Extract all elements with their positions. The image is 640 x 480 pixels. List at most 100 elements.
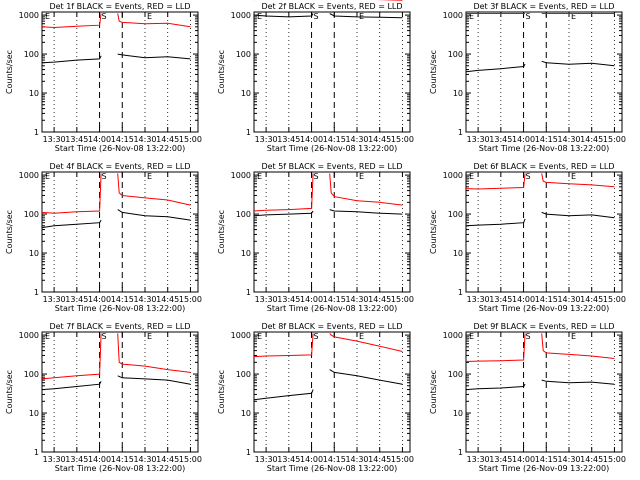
y-tick-label: 1 bbox=[34, 288, 39, 297]
chart-panel-1: Det 1f BLACK = Events, RED = LLD 1 10 100 10… bbox=[5, 2, 202, 153]
x-tick-label: 14:45 bbox=[368, 135, 391, 144]
chart-panel-7: Det 7f BLACK = Events, RED = LLD 1 10 100 10… bbox=[5, 322, 202, 473]
x-tick-label: 14:45 bbox=[580, 295, 603, 304]
y-tick-label: 10 bbox=[241, 409, 251, 418]
series-lld-line bbox=[329, 173, 403, 206]
corner-marker-e: E bbox=[257, 172, 262, 181]
y-tick-label: 10 bbox=[453, 89, 463, 98]
x-tick-label: 13:30 bbox=[43, 135, 66, 144]
y-tick-label: 10 bbox=[29, 409, 39, 418]
y-axis-label: Counts/sec bbox=[429, 210, 438, 254]
y-tick-label: 1000 bbox=[231, 171, 251, 180]
x-tick-label: 13:45 bbox=[489, 295, 512, 304]
series-events-line bbox=[41, 55, 102, 64]
y-axis-label: Counts/sec bbox=[217, 50, 226, 94]
x-tick-label: 14:45 bbox=[156, 295, 179, 304]
x-tick-label: 13:45 bbox=[65, 455, 88, 464]
x-tick-label: 14:45 bbox=[368, 295, 391, 304]
chart-panel-2: Det 2f BLACK = Events, RED = LLD 1 10 100 10… bbox=[217, 0, 414, 153]
chart-title: Det 3f BLACK = Events, RED = LLD bbox=[473, 2, 614, 11]
x-tick-label: 15:00 bbox=[179, 455, 202, 464]
y-tick-label: 1 bbox=[34, 128, 39, 137]
plot-frame bbox=[41, 11, 199, 133]
x-tick-label: 14:15 bbox=[323, 295, 346, 304]
x-axis-label: Start Time (26-Nov-08 13:22:00) bbox=[55, 144, 185, 153]
series-events-line bbox=[329, 209, 403, 215]
y-tick-label: 100 bbox=[236, 50, 251, 59]
chart-title: Det 2f BLACK = Events, RED = LLD bbox=[261, 2, 402, 11]
series-events-line bbox=[41, 381, 102, 391]
plot-frame bbox=[465, 171, 623, 293]
x-tick-label: 15:00 bbox=[603, 135, 626, 144]
x-tick-label: 14:30 bbox=[133, 295, 156, 304]
x-tick-label: 14:30 bbox=[345, 135, 368, 144]
y-axis-label: Counts/sec bbox=[217, 210, 226, 254]
series-events-line bbox=[329, 13, 403, 19]
x-tick-label: 14:15 bbox=[111, 135, 134, 144]
series-events-line bbox=[465, 63, 526, 73]
x-axis-label: Start Time (26-Nov-08 13:22:00) bbox=[55, 304, 185, 313]
x-tick-label: 14:30 bbox=[557, 135, 580, 144]
y-tick-label: 1000 bbox=[19, 331, 39, 340]
corner-marker-e: E bbox=[469, 172, 474, 181]
marker-e: E bbox=[571, 12, 576, 21]
series-lld-line bbox=[465, 333, 526, 362]
x-tick-label: 14:30 bbox=[345, 455, 368, 464]
x-tick-label: 14:00 bbox=[512, 295, 535, 304]
y-tick-label: 100 bbox=[448, 370, 463, 379]
x-tick-label: 15:00 bbox=[391, 295, 414, 304]
chart-title: Det 6f BLACK = Events, RED = LLD bbox=[473, 162, 614, 171]
series-lld-line bbox=[41, 173, 102, 214]
plot-frame bbox=[465, 11, 623, 133]
y-tick-label: 100 bbox=[24, 370, 39, 379]
x-tick-label: 14:00 bbox=[300, 135, 323, 144]
x-tick-label: 13:45 bbox=[277, 455, 300, 464]
y-tick-label: 10 bbox=[241, 89, 251, 98]
y-tick-label: 10 bbox=[241, 249, 251, 258]
x-tick-label: 14:00 bbox=[512, 455, 535, 464]
y-tick-label: 1000 bbox=[231, 331, 251, 340]
y-tick-label: 100 bbox=[236, 370, 251, 379]
marker-s: S bbox=[526, 172, 531, 181]
marker-s: S bbox=[526, 332, 531, 341]
marker-e: E bbox=[571, 172, 576, 181]
y-tick-label: 1 bbox=[34, 448, 39, 457]
x-tick-label: 14:45 bbox=[580, 135, 603, 144]
marker-e: E bbox=[571, 332, 576, 341]
series-events-line bbox=[117, 375, 191, 385]
y-tick-label: 10 bbox=[453, 249, 463, 258]
series-lld-line bbox=[41, 13, 102, 29]
series-lld-line bbox=[253, 173, 314, 212]
y-tick-label: 1000 bbox=[443, 11, 463, 20]
x-tick-label: 14:15 bbox=[323, 135, 346, 144]
chart-panel-3: Det 3f BLACK = Events, RED = LLD 1 10 100 10… bbox=[429, 2, 626, 153]
x-tick-label: 14:45 bbox=[368, 455, 391, 464]
y-axis-label: Counts/sec bbox=[5, 370, 14, 414]
y-tick-label: 1 bbox=[458, 288, 463, 297]
corner-marker-e: E bbox=[469, 332, 474, 341]
y-tick-label: 1 bbox=[458, 128, 463, 137]
chart-title: Det 7f BLACK = Events, RED = LLD bbox=[49, 322, 190, 331]
y-tick-label: 1000 bbox=[19, 171, 39, 180]
x-tick-label: 15:00 bbox=[603, 295, 626, 304]
y-axis-label: Counts/sec bbox=[5, 50, 14, 94]
y-tick-label: 1000 bbox=[443, 171, 463, 180]
x-tick-label: 14:00 bbox=[512, 135, 535, 144]
series-events-line bbox=[253, 210, 314, 217]
y-tick-label: 100 bbox=[448, 50, 463, 59]
x-tick-label: 13:45 bbox=[65, 135, 88, 144]
y-axis-label: Counts/sec bbox=[5, 210, 14, 254]
marker-s: S bbox=[314, 172, 319, 181]
plot-frame bbox=[465, 331, 623, 453]
plot-frame bbox=[253, 331, 411, 453]
y-tick-label: 10 bbox=[29, 89, 39, 98]
y-axis-label: Counts/sec bbox=[217, 370, 226, 414]
x-tick-label: 13:30 bbox=[255, 295, 278, 304]
x-tick-label: 14:30 bbox=[345, 295, 368, 304]
corner-marker-e: E bbox=[257, 332, 262, 341]
x-tick-label: 13:30 bbox=[43, 455, 66, 464]
series-events-line bbox=[117, 53, 191, 60]
x-tick-label: 13:30 bbox=[467, 295, 490, 304]
x-tick-label: 14:15 bbox=[111, 295, 134, 304]
